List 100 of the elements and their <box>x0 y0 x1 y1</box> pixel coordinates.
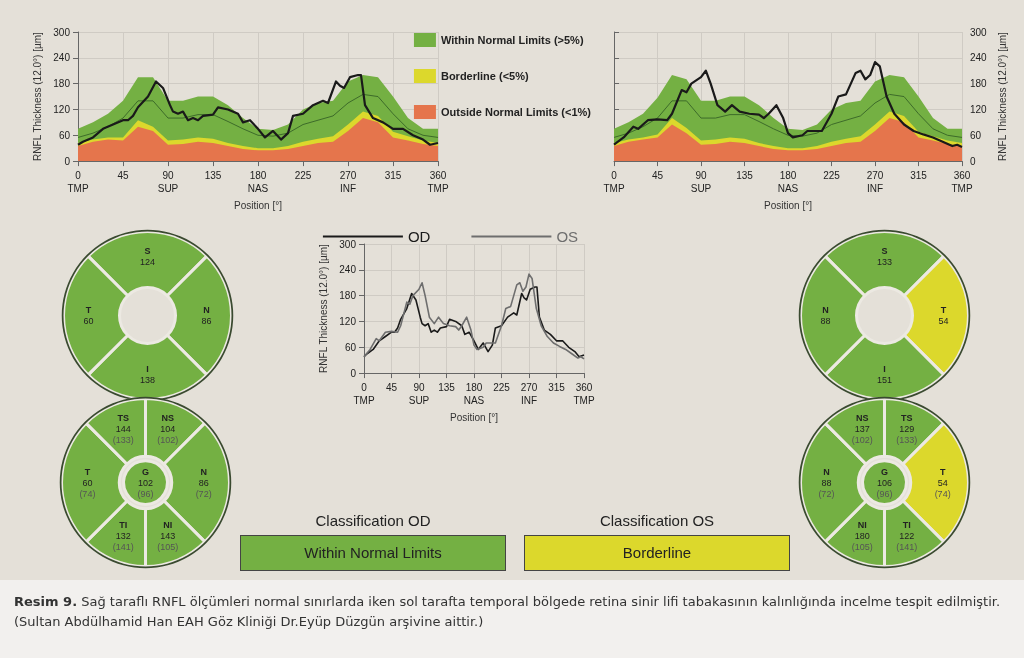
data-label: (133) <box>896 434 918 445</box>
category-label: T <box>85 305 92 315</box>
data-label: 88 <box>820 316 831 326</box>
category-label: N <box>200 466 207 477</box>
x-tick-label: 225 <box>493 382 511 394</box>
x-tick-label: 360 TMP <box>427 170 449 195</box>
text: Resim 9. Sağ taraflı RNFL ölçümleri normal sınırlarda iken sol tarafta temporal bölgede retina sinir lifi tabakasının kalınlığında incelme tespit edilmiştir. (Sultan Abdülhamid Han EAH Göz Kliniği Dr.Eyüp Düzgün arşivine aittir.) <box>0 580 1024 658</box>
x-tick-label: 270 INF <box>866 170 884 195</box>
data-label: 60 <box>82 477 93 488</box>
legend-label: Within Normal Limits (>5%) <box>440 34 584 46</box>
y-tick-label: 120 <box>970 103 988 115</box>
y-tick-label: 60 <box>58 129 71 141</box>
y-axis-title: RNFL Thickness (12.0°) [µm] <box>31 31 43 161</box>
y-tick-label: 0 <box>64 155 71 167</box>
x-tick-label: 45 <box>385 382 398 394</box>
category-label: G <box>141 466 150 477</box>
y-tick-label: 300 <box>339 238 357 250</box>
category-label: S <box>144 246 151 256</box>
line-series <box>613 93 963 138</box>
category-label: NI <box>163 520 173 531</box>
x-axis-title: Position [°] <box>764 199 813 211</box>
data-label: (74) <box>79 488 96 499</box>
text: Borderline <box>622 544 692 561</box>
category-label: N <box>823 466 830 477</box>
x-tick-label: 0 TMP <box>67 170 89 195</box>
category-label: TS <box>900 412 913 423</box>
category-label: T <box>940 305 947 315</box>
line-series <box>76 73 440 146</box>
y-tick-label: 180 <box>339 290 357 302</box>
x-tick-label: 0 TMP <box>603 170 625 195</box>
x-tick-label: 270 INF <box>520 382 538 407</box>
data-label: 144 <box>115 423 131 434</box>
y-tick-label: 240 <box>53 52 71 64</box>
y-tick-label: 60 <box>344 341 357 353</box>
data-label: 102 <box>137 477 154 488</box>
category-label: G <box>880 466 889 477</box>
data-label: 180 <box>854 531 870 542</box>
y-tick-label: 300 <box>970 26 988 38</box>
data-label: 143 <box>160 531 176 542</box>
x-tick-label: 315 <box>910 170 928 182</box>
y-axis-title: RNFL Thickness (12.0°) [µm] <box>317 243 329 373</box>
data-label: (72) <box>818 488 835 499</box>
category-label: TS <box>117 412 130 423</box>
data-label: 86 <box>201 316 212 326</box>
data-label: (96) <box>137 488 154 499</box>
x-tick-label: 270 INF <box>339 170 357 195</box>
data-label: 129 <box>899 423 915 434</box>
line-series <box>612 61 964 148</box>
data-label: (141) <box>896 542 918 553</box>
x-axis-title: Position [°] <box>234 199 283 211</box>
category-label: N <box>822 305 829 315</box>
x-tick-label: 135 <box>438 382 456 394</box>
category-label: Classification OD <box>314 512 432 529</box>
x-tick-label: 135 <box>736 170 754 182</box>
x-tick-label: 45 <box>117 170 129 182</box>
data-label: (102) <box>851 434 873 445</box>
category-label: Classification OS <box>598 512 716 529</box>
data-label: 124 <box>139 257 156 267</box>
x-tick-label: 90 SUP <box>690 170 712 195</box>
data-label: 60 <box>83 316 94 326</box>
x-tick-label: 315 <box>384 170 402 182</box>
data-label: 88 <box>821 477 832 488</box>
x-tick-label: 225 <box>823 170 841 182</box>
y-tick-label: 300 <box>53 26 71 38</box>
y-tick-label: 120 <box>53 103 71 115</box>
data-label: 106 <box>876 477 893 488</box>
data-label: 137 <box>854 423 870 434</box>
data-label: (105) <box>851 542 873 553</box>
x-tick-label: 360 TMP <box>573 382 595 407</box>
x-tick-label: 90 SUP <box>408 382 430 407</box>
data-label: 132 <box>115 531 131 542</box>
data-label: (96) <box>876 488 893 499</box>
category-label: I <box>883 364 886 374</box>
legend-label: Borderline (<5%) <box>440 70 529 82</box>
data-label: (141) <box>112 542 134 553</box>
data-label: 151 <box>876 375 893 385</box>
x-tick-label: 135 <box>204 170 222 182</box>
category-label: NS <box>856 412 869 423</box>
text: OD <box>407 228 431 245</box>
text: Within Normal Limits <box>304 544 442 561</box>
x-tick-label: 315 <box>548 382 566 394</box>
line-series <box>77 93 439 138</box>
text: OS <box>556 228 579 245</box>
category-label: T <box>939 466 946 477</box>
x-tick-label: 225 <box>294 170 312 182</box>
legend-label: Outside Normal Limits (<1%) <box>440 106 592 118</box>
x-tick-label: 0 TMP <box>353 382 375 407</box>
data-label: (105) <box>157 542 179 553</box>
category-label: T <box>84 466 91 477</box>
x-tick-label: 360 TMP <box>951 170 973 195</box>
y-tick-label: 60 <box>970 129 982 141</box>
category-label: TI <box>902 520 911 531</box>
x-tick-label: 180 NAS <box>463 382 485 407</box>
x-tick-label: 90 SUP <box>157 170 179 195</box>
data-label: 54 <box>938 316 949 326</box>
data-label: 122 <box>899 531 915 542</box>
y-tick-label: 240 <box>339 264 357 276</box>
y-tick-label: 180 <box>53 78 71 90</box>
data-label: 133 <box>876 257 893 267</box>
category-label: N <box>203 305 210 315</box>
